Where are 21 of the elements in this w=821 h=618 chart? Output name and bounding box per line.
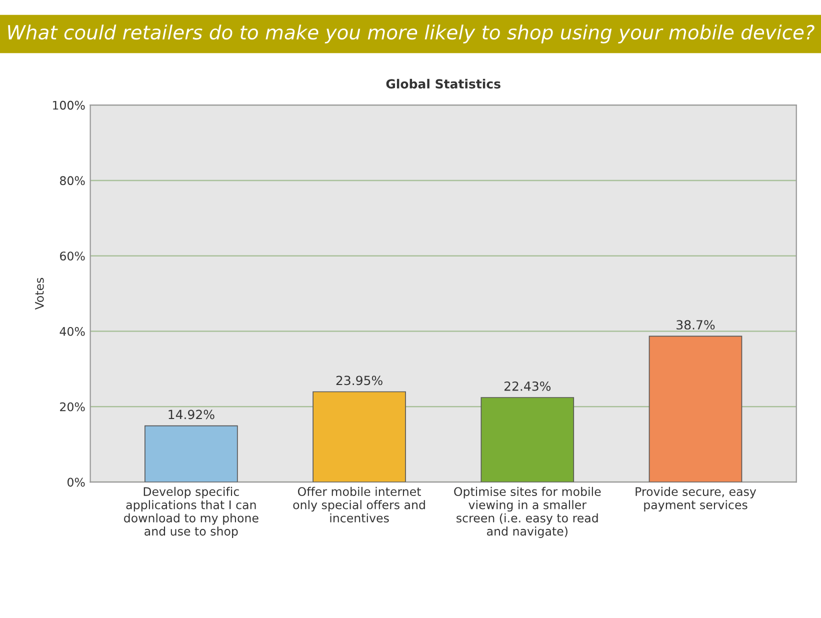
y-tick-label: 0% xyxy=(68,478,85,487)
x-tick-label: Provide secure, easy payment services xyxy=(636,486,756,512)
x-tick-label: Offer mobile internet only special offers and incentives xyxy=(293,486,425,522)
chart-title: What could retailers do to make you more likely to shop using your mobile device? xyxy=(8,24,814,44)
chart-subtitle: Global Statistics xyxy=(386,78,500,89)
x-tick-label: Optimise sites for mobile viewing in a smaller screen (i.e. easy to read and navigate) xyxy=(454,486,601,538)
y-axis-title: Votes xyxy=(35,278,44,310)
bar xyxy=(144,425,238,482)
y-tick-label: 40% xyxy=(60,326,85,336)
data-label: 38.7% xyxy=(676,320,715,330)
data-label: 14.92% xyxy=(168,410,214,420)
x-tick-label: Develop specific applications that I can download to my phone and use to shop xyxy=(124,486,258,538)
y-tick-label: 100% xyxy=(52,100,85,110)
y-tick-label: 80% xyxy=(60,176,85,186)
bar xyxy=(480,397,574,482)
bar xyxy=(312,391,406,482)
data-label: 23.95% xyxy=(336,376,382,386)
y-tick-label: 60% xyxy=(60,252,85,261)
y-tick-label: 20% xyxy=(60,402,85,412)
bar xyxy=(648,336,742,482)
data-label: 22.43% xyxy=(504,381,551,391)
